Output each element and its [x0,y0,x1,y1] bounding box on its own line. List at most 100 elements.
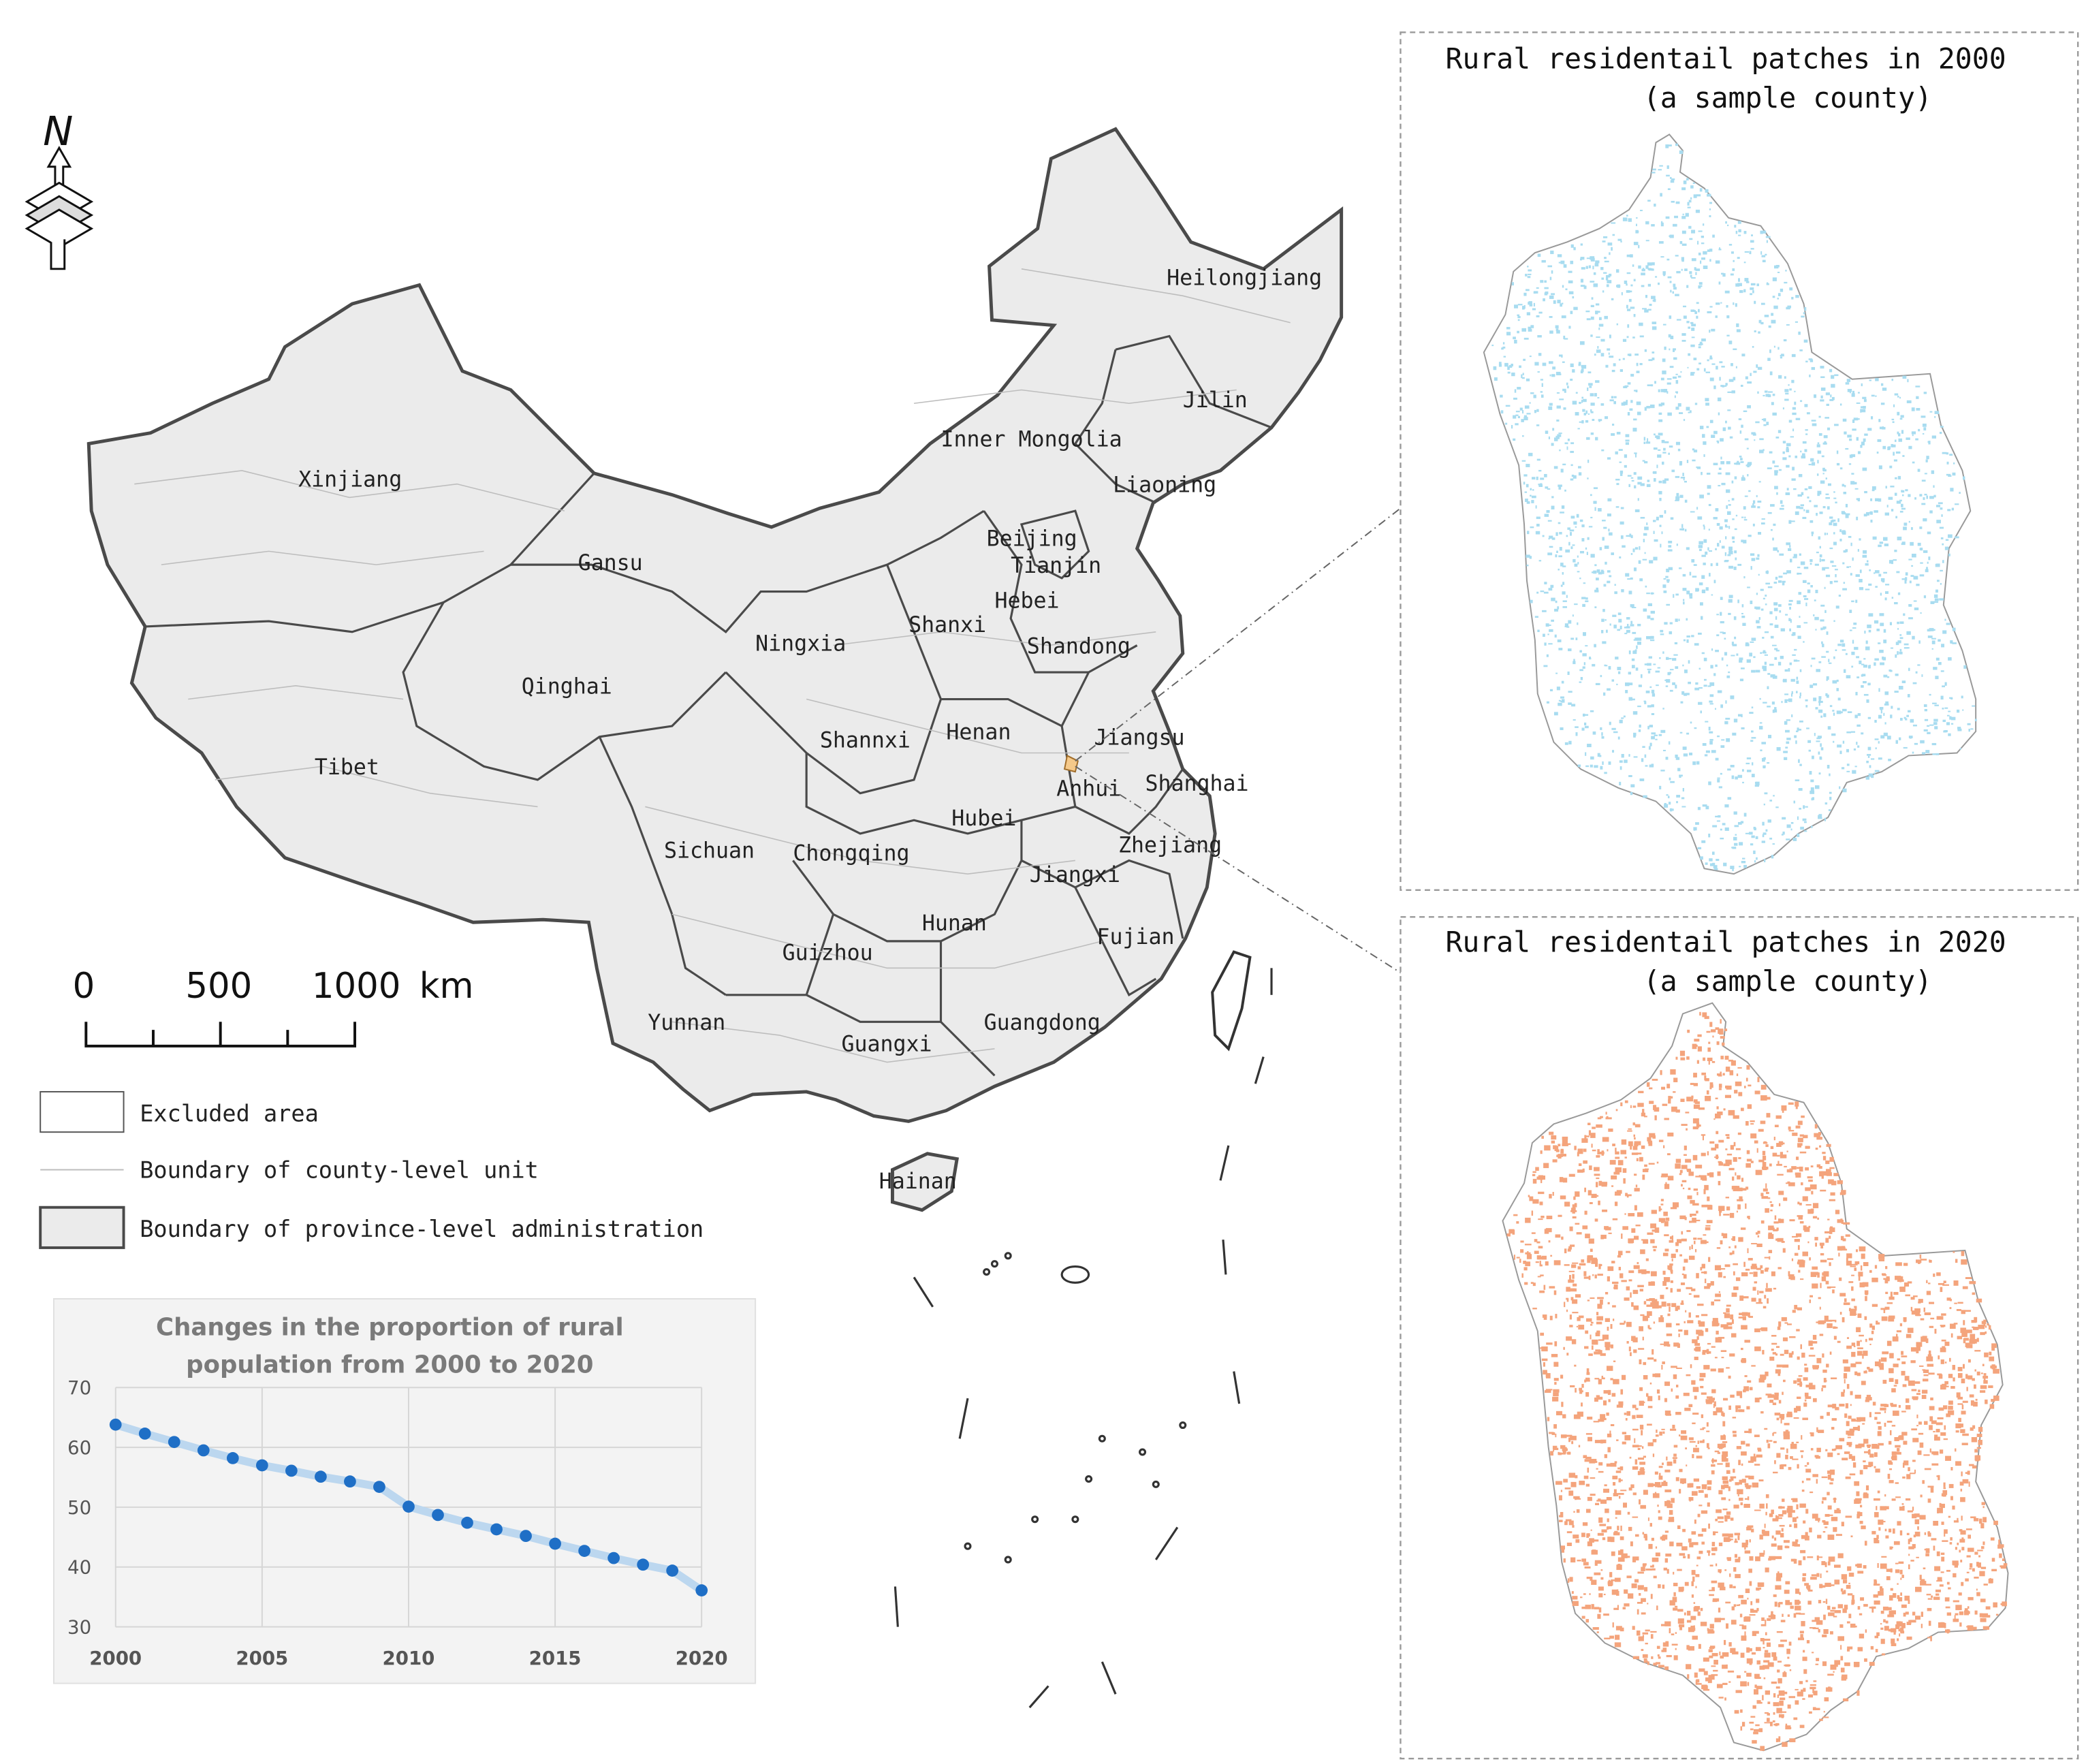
residential-patch [1620,1490,1627,1492]
residential-patch [1632,1428,1639,1431]
residential-patch [1626,535,1630,537]
residential-patch [1739,842,1743,846]
residential-patch [1593,487,1598,490]
residential-patch [1585,600,1589,603]
residential-patch [1698,362,1701,365]
residential-patch [1664,478,1669,481]
residential-patch [1581,396,1584,399]
residential-patch [1801,492,1804,496]
residential-patch [1915,1586,1922,1592]
residential-patch [1935,753,1940,755]
residential-patch [1644,701,1647,704]
residential-patch [1707,1502,1710,1507]
residential-patch [1562,1138,1568,1144]
residential-patch [1816,444,1820,447]
residential-patch [1780,1532,1784,1538]
residential-patch [1688,1171,1694,1176]
residential-patch [1634,509,1640,513]
residential-patch [1899,418,1903,420]
residential-patch [1829,1199,1835,1201]
residential-patch [1610,1424,1615,1426]
residential-patch [1634,1188,1640,1192]
residential-patch [1736,653,1739,656]
residential-patch [1553,300,1556,304]
residential-patch [1538,1191,1545,1195]
residential-patch [1601,1529,1607,1533]
province-label: Guangdong [984,1011,1101,1035]
residential-patch [1871,1304,1878,1307]
residential-patch [1594,263,1599,267]
residential-patch [1795,660,1800,662]
residential-patch [1961,1332,1968,1337]
residential-patch [1727,1558,1731,1561]
residential-patch [1895,1624,1900,1629]
residential-patch [1664,1234,1669,1237]
residential-patch [1914,607,1919,610]
residential-patch [1607,498,1612,502]
residential-patch [1676,270,1681,274]
residential-patch [1580,1596,1583,1598]
residential-patch [1691,328,1695,331]
residential-patch [1643,1361,1647,1366]
residential-patch [1772,843,1775,845]
residential-patch [1532,1178,1537,1184]
residential-patch [1661,1086,1665,1090]
residential-patch [1660,1295,1664,1300]
residential-patch [1493,366,1497,371]
residential-patch [1948,475,1952,477]
residential-patch [1744,1631,1746,1637]
residential-patch [1853,1345,1856,1348]
residential-patch [1724,804,1729,808]
residential-patch [1659,657,1661,659]
residential-patch [1893,1541,1900,1545]
residential-patch [1804,1367,1809,1372]
residential-patch [1591,1144,1593,1148]
residential-patch [1608,1399,1611,1402]
residential-patch [1701,590,1705,593]
residential-patch [1602,240,1606,242]
residential-patch [1771,1271,1775,1276]
residential-patch [1688,411,1690,413]
residential-patch [1913,600,1917,602]
residential-patch [1562,1448,1566,1454]
residential-patch [1744,251,1750,253]
residential-patch [1792,1132,1798,1136]
residential-patch [1690,197,1692,200]
residential-patch [1831,565,1837,567]
residential-patch [1587,1190,1592,1196]
residential-patch [1712,862,1716,866]
residential-patch [1712,1598,1720,1602]
residential-patch [1812,797,1815,800]
residential-patch [1790,828,1792,831]
residential-patch [1698,252,1701,255]
residential-patch [1677,1239,1682,1244]
residential-patch [1860,1597,1865,1601]
residential-patch [1621,754,1624,758]
residential-patch [1700,710,1703,714]
residential-patch [1818,751,1820,755]
residential-patch [1885,591,1889,594]
residential-patch [1783,1379,1786,1383]
residential-patch [1767,706,1771,708]
residential-patch [1848,1415,1852,1419]
residential-patch [1684,499,1688,503]
residential-patch [1835,1210,1840,1214]
residential-patch [1657,667,1661,669]
residential-patch [1762,651,1767,654]
residential-patch [1624,633,1628,635]
residential-patch [1856,1690,1860,1696]
residential-patch [1773,709,1777,713]
residential-patch [1596,1500,1602,1502]
residential-patch [1773,547,1778,551]
residential-patch [1797,729,1802,731]
residential-patch [1517,387,1521,390]
residential-patch [1679,731,1683,734]
residential-patch [1756,494,1758,498]
residential-patch [1762,259,1766,263]
residential-patch [1548,643,1553,645]
residential-patch [1561,354,1563,358]
residential-patch [1824,802,1828,805]
residential-patch [1664,441,1669,443]
residential-patch [1619,625,1622,630]
residential-patch [1517,304,1523,306]
